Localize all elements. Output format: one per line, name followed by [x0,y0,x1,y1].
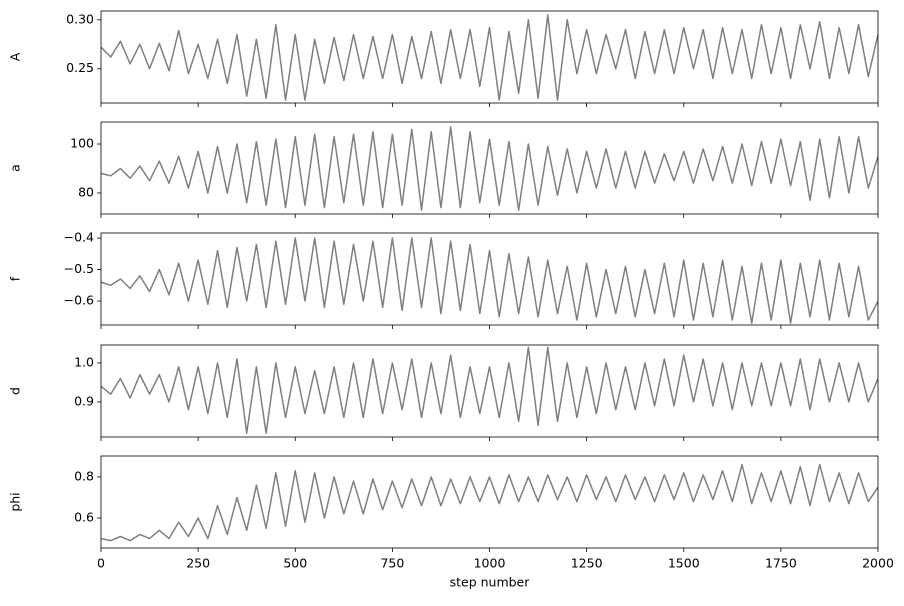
y-tick-label: 0.9 [74,393,94,408]
x-axis-label: step number [450,575,531,590]
y-axis-label: A [8,52,23,61]
x-tick-label: 750 [380,556,404,571]
x-tick-label: 1500 [668,556,700,571]
y-tick-label: 1.0 [74,354,94,369]
x-tick-label: 250 [186,556,210,571]
axes-frame [100,121,879,215]
y-tick-label: −0.5 [64,261,94,276]
y-tick-label: 0.6 [74,510,94,525]
y-axis-label: phi [8,492,23,511]
y-tick-label: −0.6 [64,293,94,308]
x-tick-label: 500 [283,556,307,571]
x-tick-label: 1250 [571,556,603,571]
x-tick-label: 1750 [765,556,797,571]
y-tick-label: 0.30 [66,11,94,26]
axes-frame [100,344,879,438]
trace-line [101,346,878,434]
x-tick-label: 0 [97,556,105,571]
y-tick-label: −0.4 [64,230,94,245]
trace-line [101,237,878,324]
x-tick-label: 2000 [862,556,894,571]
trace-line [101,14,878,101]
trace-line [101,126,878,211]
axes-frame [100,455,879,549]
y-tick-label: 0.8 [74,468,94,483]
y-tick-label: 0.25 [66,60,94,75]
y-tick-label: 100 [70,136,94,151]
x-tick-label: 1000 [474,556,506,571]
trace-line [101,463,878,542]
axes-frame [100,232,879,326]
y-axis-label: d [8,387,23,395]
y-axis-label: f [8,276,23,281]
y-axis-label: a [8,164,23,172]
y-tick-label: 80 [78,184,94,199]
